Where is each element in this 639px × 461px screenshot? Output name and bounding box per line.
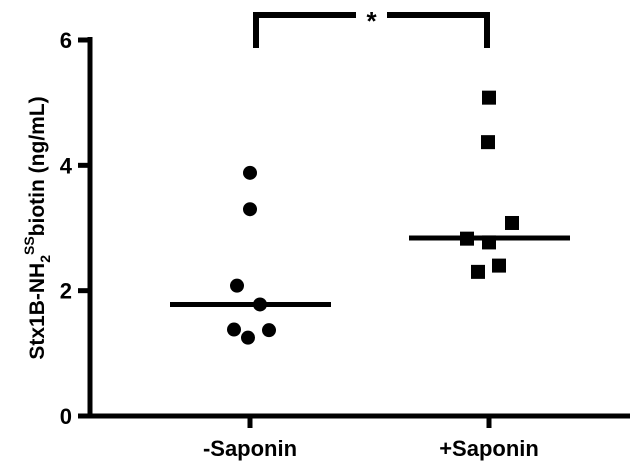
data-point-square [492, 258, 506, 273]
data-point-circle [241, 330, 255, 345]
y-tick-label: 0 [60, 404, 72, 429]
data-point-circle [243, 202, 257, 217]
data-points [227, 90, 519, 345]
data-point-circle [243, 165, 257, 180]
y-tick-label: 4 [60, 153, 73, 178]
median-lines [170, 235, 570, 307]
data-point-square [471, 264, 485, 279]
data-point-square [482, 90, 496, 105]
data-point-circle [230, 278, 244, 293]
data-point-square [481, 135, 495, 150]
bracket-left-arm [253, 12, 356, 48]
y-tick-label: 6 [60, 28, 72, 53]
x-tick-label: +Saponin [439, 436, 539, 461]
significance-label: * [366, 6, 377, 36]
y-tick-label: 2 [60, 279, 72, 304]
x-tick-label: -Saponin [203, 436, 297, 461]
y-axis-title: Stx1B-NH2SSbiotin (ng/mL) [21, 96, 53, 359]
data-point-circle [227, 322, 241, 337]
significance-bracket: * [253, 6, 490, 48]
axes: 0 2 4 6 -Saponin +Saponin [60, 28, 630, 461]
data-point-circle [262, 323, 276, 338]
bracket-right-arm [387, 12, 490, 48]
data-point-square [505, 215, 519, 230]
